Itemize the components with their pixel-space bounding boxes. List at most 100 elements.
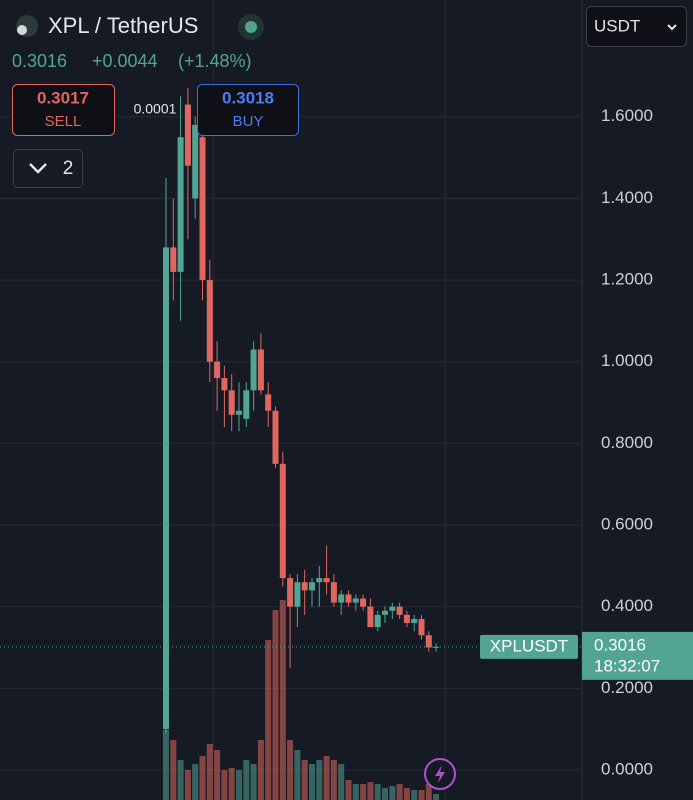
volume-bar: [199, 756, 206, 800]
y-tick-label: 1.4000: [601, 188, 653, 207]
volume-bar: [257, 740, 264, 800]
candle-body: [279, 463, 286, 579]
candle-body: [243, 390, 250, 419]
last-price: 0.3016: [12, 51, 67, 71]
candle-body: [425, 635, 432, 648]
volume-bar: [425, 784, 432, 800]
volume-bar: [352, 784, 359, 800]
y-tick-label: 1.6000: [601, 106, 653, 125]
volume-bar: [345, 780, 352, 800]
volume-bar: [184, 770, 191, 800]
volume-bar: [338, 764, 345, 800]
y-tick-label: 0.0000: [601, 759, 653, 778]
volume-bar: [221, 770, 228, 800]
symbol-title: XPL / TetherUS: [48, 13, 198, 38]
price-change: +0.0044: [92, 51, 158, 71]
buy-price: 0.3018: [222, 88, 274, 107]
symbol-tag: [480, 634, 578, 659]
candle-body: [265, 394, 272, 411]
spread: 0.0001: [134, 101, 177, 117]
candle-body: [214, 361, 221, 379]
volume-bar: [177, 760, 184, 800]
candle-body: [301, 582, 308, 591]
candle-body: [309, 582, 315, 591]
volume-bar: [360, 784, 367, 800]
volume-bar: [403, 788, 410, 800]
candle-body: [403, 614, 410, 624]
buy-button[interactable]: [197, 84, 299, 136]
status-dot: [245, 21, 257, 33]
volume-bar: [265, 640, 272, 800]
candle-body: [184, 104, 191, 166]
price-change-pct: (+1.48%): [178, 51, 252, 71]
volume-bar: [206, 744, 213, 800]
volume-bar: [301, 760, 308, 800]
volume-bar: [411, 790, 418, 800]
sell-label: SELL: [45, 113, 82, 130]
volume-bar: [214, 750, 221, 800]
currency: USDT: [594, 16, 640, 35]
candle-body: [367, 606, 374, 628]
volume-bar: [382, 788, 388, 800]
y-tick-label: 1.0000: [601, 351, 653, 370]
y-tick-label: 1.2000: [601, 270, 653, 289]
layout-toggle[interactable]: [13, 149, 83, 188]
candle-body: [221, 378, 228, 391]
volume-bar: [170, 740, 177, 800]
candle-body: [192, 124, 199, 199]
price-tag: [582, 631, 693, 680]
chevron-icon: [29, 163, 47, 174]
volume-bar: [272, 610, 279, 800]
volume-bar: [294, 750, 301, 800]
volume-bar: [287, 740, 294, 800]
y-tick-label: 0.2000: [601, 678, 653, 697]
candle-body: [163, 247, 169, 730]
symbol-icon: [17, 25, 27, 35]
candle-body: [352, 598, 359, 603]
volume-bar: [309, 764, 315, 800]
dropdown-icon: [667, 24, 677, 31]
candle-body: [418, 618, 425, 636]
candle-body: [411, 618, 418, 624]
candle-body: [257, 349, 264, 391]
candle-body: [330, 582, 337, 603]
volume-bar: [236, 770, 242, 800]
candle-body: [338, 594, 345, 603]
candle-body: [360, 598, 367, 607]
candle-body: [250, 349, 257, 391]
candle-body: [199, 137, 206, 281]
currency-select[interactable]: [586, 6, 687, 47]
candle-body: [345, 594, 352, 603]
candle-body: [236, 410, 242, 415]
candle-body: [287, 578, 294, 607]
candle-body: [272, 410, 279, 464]
flash-icon: [435, 765, 445, 783]
candles: [163, 88, 440, 734]
volume: [163, 600, 440, 800]
candle-body: [323, 578, 330, 583]
volume-bar: [250, 764, 257, 800]
volume-bar: [374, 784, 381, 800]
volume-bar: [163, 730, 169, 800]
layout-count: 2: [63, 158, 74, 179]
volume-bar: [316, 760, 323, 800]
sell-button[interactable]: [12, 84, 115, 136]
price-tag-value: 0.3016: [594, 635, 646, 654]
volume-bar: [367, 782, 374, 800]
candle-body: [228, 390, 235, 415]
volume-bar: [192, 764, 199, 800]
volume-bar: [389, 786, 396, 800]
candle-body: [396, 606, 403, 615]
y-tick-label: 0.4000: [601, 596, 653, 615]
y-tick-label: 0.6000: [601, 515, 653, 534]
candle-body: [170, 247, 177, 272]
candle-body: [294, 582, 301, 607]
volume-bar: [330, 760, 337, 800]
volume-bar: [243, 760, 250, 800]
y-tick-label: 0.8000: [601, 433, 653, 452]
buy-label: BUY: [233, 113, 264, 130]
price-tag-countdown: 18:32:07: [594, 656, 660, 675]
y-axis: 0.0000 0.2000 0.4000 0.6000 0.8000 1.0000 1.20…: [601, 106, 653, 778]
